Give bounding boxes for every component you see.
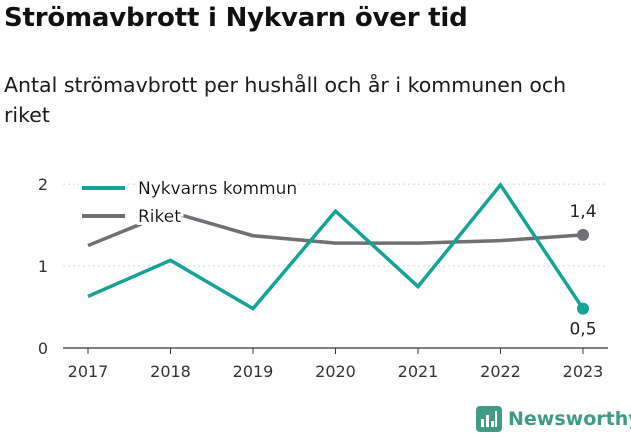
data-point — [499, 239, 503, 243]
legend-label: Riket — [138, 207, 181, 227]
x-tick-label: 2023 — [563, 362, 604, 381]
newsworthy-brand: Newsworthy — [476, 406, 631, 432]
data-point — [577, 302, 589, 315]
series-line-riket — [87, 210, 584, 248]
data-point — [416, 241, 420, 245]
x-tick-label: 2022 — [480, 362, 521, 381]
legend-entries: Nykvarns kommun Riket — [82, 179, 297, 227]
brand-name: Newsworthy — [508, 408, 631, 430]
series-line-nykvarn — [87, 181, 585, 311]
data-point — [416, 285, 420, 289]
data-point — [334, 241, 338, 245]
y-tick-label: 0 — [38, 339, 48, 358]
chart-subtitle: Antal strömavbrott per hushåll och år i … — [4, 73, 567, 127]
x-tick-label: 2018 — [150, 362, 191, 381]
y-tick-label: 2 — [38, 175, 48, 194]
line-chart: 0 1 2 2017 2018 2019 2020 2021 2022 2023 Nykvarns… — [38, 175, 608, 381]
newsworthy-logo-icon — [476, 406, 502, 432]
x-tick-label: 2020 — [315, 362, 356, 381]
data-point — [251, 307, 255, 311]
legend: Nykvarns kommun Riket — [82, 179, 297, 227]
data-point — [251, 234, 255, 238]
axes: 0 1 2 2017 2018 2019 2020 2021 2022 2023 — [38, 175, 608, 381]
x-tick-label: 2017 — [68, 362, 109, 381]
legend-label: Nykvarns kommun — [138, 179, 297, 199]
x-tick-label: 2019 — [233, 362, 274, 381]
data-point — [86, 244, 90, 248]
y-tick-label: 1 — [38, 257, 48, 276]
data-point — [169, 258, 173, 262]
end-value-label: 1,4 — [569, 202, 596, 222]
data-point — [86, 294, 90, 298]
data-point — [499, 183, 503, 187]
end-labels: 0,5 1,4 — [569, 202, 596, 340]
end-value-label: 0,5 — [569, 320, 596, 340]
data-point — [577, 228, 589, 241]
chart-title: Strömavbrott i Nykvarn över tid — [4, 3, 468, 33]
series — [86, 181, 589, 315]
data-point — [334, 209, 338, 213]
x-tick-label: 2021 — [398, 362, 439, 381]
